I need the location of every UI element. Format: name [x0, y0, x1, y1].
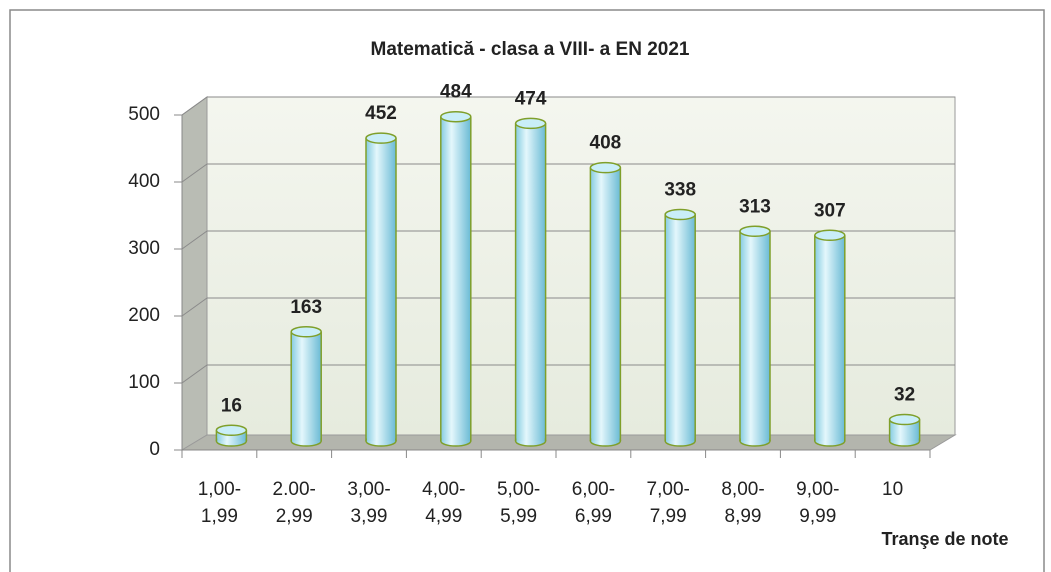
bar-body: [815, 235, 844, 441]
x-tick-label: 1,99: [201, 506, 238, 527]
x-tick-label: 6,00-: [572, 479, 615, 500]
x-tick-label: 4,00-: [422, 479, 465, 500]
x-tick-label: 6,99: [575, 506, 612, 527]
bar-top: [365, 132, 397, 144]
bar-body: [591, 167, 620, 441]
bar-top: [215, 424, 248, 437]
x-tick-label: 1,00-: [198, 479, 241, 500]
x-tick-label: 5,00-: [497, 479, 540, 500]
x-tick-label: 8,99: [725, 506, 762, 527]
bar-body: [666, 214, 695, 441]
value-label: 452: [365, 103, 397, 124]
x-tick-label: 2.00-: [273, 479, 316, 500]
y-tick-label: 0: [149, 439, 160, 460]
bar-body: [292, 331, 321, 441]
x-tick-label: 8,00-: [721, 479, 764, 500]
bar-top: [739, 225, 771, 238]
y-tick-label: 500: [128, 104, 160, 125]
value-label: 408: [590, 133, 622, 154]
x-tick-label: 7,00-: [647, 479, 690, 500]
x-tick-label: 9,99: [799, 506, 836, 527]
x-tick-label: 7,99: [650, 506, 687, 527]
grid-line: [181, 163, 208, 183]
bar-body: [890, 419, 919, 441]
x-tick-label: 3,00-: [347, 479, 390, 500]
side-wall: [181, 96, 208, 451]
y-tick-label: 400: [128, 171, 160, 192]
value-label: 16: [221, 395, 242, 416]
value-label: 474: [515, 88, 547, 109]
value-label: 307: [814, 200, 846, 221]
bar-body: [740, 231, 770, 441]
y-tick-label: 100: [128, 372, 160, 393]
x-tick-label: 10: [882, 479, 903, 500]
value-label: 163: [290, 297, 322, 318]
grid-line: [181, 230, 208, 250]
bar-top: [290, 326, 322, 338]
x-tick-label: 5,99: [500, 506, 537, 527]
y-tick-label: 300: [128, 238, 160, 259]
bar-body: [516, 123, 545, 442]
bar-top: [664, 208, 696, 221]
y-tick-label: 200: [128, 305, 160, 326]
value-label: 32: [894, 385, 915, 406]
grid-line: [181, 297, 208, 317]
grid-line: [181, 96, 208, 116]
value-label: 338: [664, 180, 696, 201]
x-tick-label: 4,99: [425, 506, 462, 527]
x-tick-label: 9,00-: [796, 479, 839, 500]
chart-title: Matematică - clasa a VIII- a EN 2021: [371, 39, 690, 60]
bar-body: [366, 138, 396, 441]
bar-top: [589, 161, 622, 174]
bar-top: [440, 110, 472, 123]
bar-top: [814, 229, 846, 242]
bar-body: [441, 116, 470, 441]
x-tick-label: 3,99: [351, 506, 388, 527]
bar-top: [888, 413, 921, 426]
value-label: 313: [739, 196, 771, 217]
x-axis-title: Tranşe de note: [881, 529, 1008, 549]
value-label: 484: [440, 82, 472, 103]
grid-line: [181, 364, 208, 384]
bar-top: [514, 117, 547, 130]
x-tick-label: 2,99: [276, 506, 313, 527]
